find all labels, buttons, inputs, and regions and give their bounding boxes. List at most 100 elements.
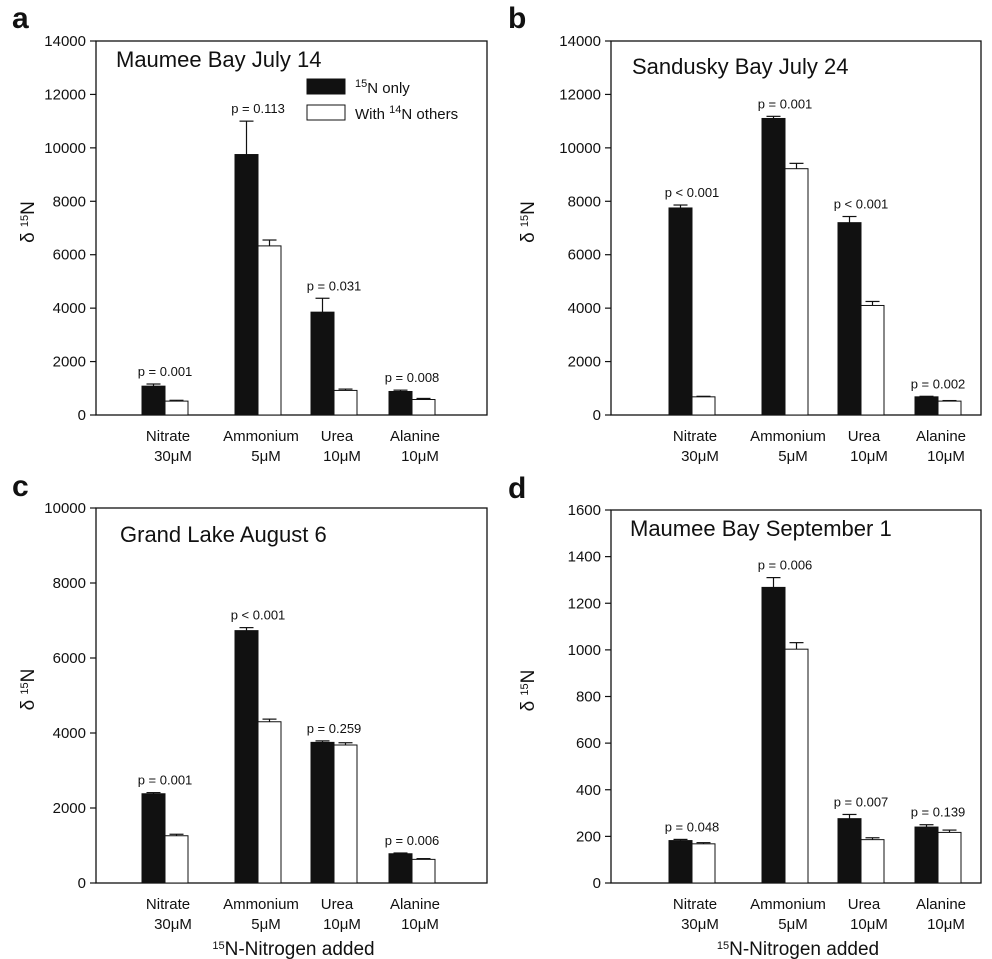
bar-with-n14-others: [691, 396, 716, 416]
bar-with-n14-others: [164, 400, 189, 416]
bar-n15-only: [761, 586, 786, 884]
p-value-label: p = 0.113: [231, 101, 285, 116]
bar-with-n14-others: [257, 721, 282, 884]
category-label: Alanine: [390, 428, 440, 445]
panel-letter: c: [12, 470, 29, 503]
bar-n15-only: [837, 222, 862, 416]
bar-n15-only: [388, 853, 413, 884]
bar-with-n14-others: [164, 835, 189, 884]
category-concentration: 10μM: [850, 916, 888, 933]
y-tick-label: 6000: [53, 650, 86, 667]
p-value-label: p < 0.001: [231, 608, 286, 623]
category-label: Alanine: [916, 896, 966, 913]
y-tick-label: 0: [78, 407, 86, 424]
p-value-label: p = 0.031: [307, 278, 362, 293]
category-label: Ammonium: [750, 896, 826, 913]
p-value-label: p = 0.007: [834, 794, 889, 809]
p-value-label: p = 0.008: [385, 370, 440, 385]
y-tick-label: 200: [576, 828, 601, 845]
bar-n15-only: [668, 207, 693, 416]
category-concentration: 10μM: [401, 448, 439, 465]
legend-label: 15N only: [355, 78, 410, 97]
bar-with-n14-others: [937, 400, 962, 416]
category-label: Alanine: [916, 428, 966, 445]
y-tick-label: 12000: [559, 86, 601, 103]
category-concentration: 5μM: [251, 448, 280, 465]
chart-title: Sandusky Bay July 24: [632, 54, 848, 79]
p-value-label: p = 0.006: [385, 833, 440, 848]
y-tick-label: 4000: [568, 300, 601, 317]
bar-n15-only: [914, 396, 939, 416]
category-concentration: 10μM: [401, 916, 439, 933]
x-axis-label: 15N-Nitrogen added: [717, 939, 879, 959]
bar-n15-only: [668, 840, 693, 884]
y-axis-label: δ 15N: [18, 669, 39, 711]
category-concentration: 30μM: [681, 916, 719, 933]
panel-letter: a: [12, 2, 29, 35]
p-value-label: p = 0.001: [138, 364, 193, 379]
bar-with-n14-others: [937, 831, 962, 884]
bar-with-n14-others: [784, 648, 809, 884]
category-concentration: 5μM: [778, 916, 807, 933]
y-tick-label: 14000: [559, 33, 601, 50]
y-tick-label: 6000: [53, 247, 86, 264]
p-value-label: p = 0.139: [911, 805, 966, 820]
bar-with-n14-others: [411, 858, 436, 884]
bar-with-n14-others: [784, 168, 809, 416]
bar-n15-only: [310, 311, 335, 416]
y-tick-label: 10000: [44, 500, 86, 517]
y-tick-label: 0: [593, 875, 601, 892]
legend-label: With 14N others: [355, 104, 458, 123]
category-label: Ammonium: [750, 428, 826, 445]
p-value-label: p < 0.001: [834, 197, 889, 212]
category-concentration: 10μM: [927, 916, 965, 933]
bar-n15-only: [234, 630, 259, 884]
p-value-label: p = 0.001: [138, 773, 193, 788]
category-label: Nitrate: [673, 428, 717, 445]
y-tick-label: 6000: [568, 247, 601, 264]
y-tick-label: 10000: [559, 140, 601, 157]
y-tick-label: 8000: [53, 193, 86, 210]
y-tick-label: 400: [576, 782, 601, 799]
plot-frame: [95, 40, 488, 416]
y-tick-label: 14000: [44, 33, 86, 50]
y-tick-label: 8000: [568, 193, 601, 210]
bar-n15-only: [914, 826, 939, 884]
bar-with-n14-others: [691, 843, 716, 884]
category-label: Ammonium: [223, 428, 299, 445]
y-tick-label: 0: [593, 407, 601, 424]
bar-n15-only: [310, 741, 335, 884]
chart-panel-c: c Grand Lake August 6 0 2000 4000 6000 8000 100…: [12, 470, 488, 959]
panel-letter: b: [508, 2, 526, 35]
category-concentration: 30μM: [681, 448, 719, 465]
x-axis-label: 15N-Nitrogen added: [212, 939, 374, 959]
p-value-label: p < 0.001: [665, 185, 720, 200]
category-label: Alanine: [390, 896, 440, 913]
bar-with-n14-others: [333, 744, 358, 884]
plot-frame: [95, 507, 488, 884]
p-value-label: p = 0.048: [665, 819, 720, 834]
bar-with-n14-others: [333, 389, 358, 416]
category-concentration: 10μM: [927, 448, 965, 465]
y-tick-label: 2000: [53, 354, 86, 371]
y-tick-label: 8000: [53, 575, 86, 592]
legend-swatch: [306, 104, 346, 121]
category-concentration: 30μM: [154, 916, 192, 933]
category-concentration: 5μM: [251, 916, 280, 933]
bar-n15-only: [761, 117, 786, 416]
y-tick-label: 2000: [53, 800, 86, 817]
category-concentration: 10μM: [323, 916, 361, 933]
chart-title: Grand Lake August 6: [120, 522, 327, 547]
bar-with-n14-others: [257, 245, 282, 416]
category-label: Ammonium: [223, 896, 299, 913]
y-tick-label: 1600: [568, 502, 601, 519]
category-label: Nitrate: [146, 896, 190, 913]
y-tick-label: 600: [576, 735, 601, 752]
y-axis-label: δ 15N: [18, 201, 39, 243]
legend-swatch: [306, 78, 346, 95]
panel-letter: d: [508, 472, 526, 505]
bar-with-n14-others: [411, 399, 436, 416]
bar-n15-only: [141, 385, 166, 416]
category-concentration: 5μM: [778, 448, 807, 465]
